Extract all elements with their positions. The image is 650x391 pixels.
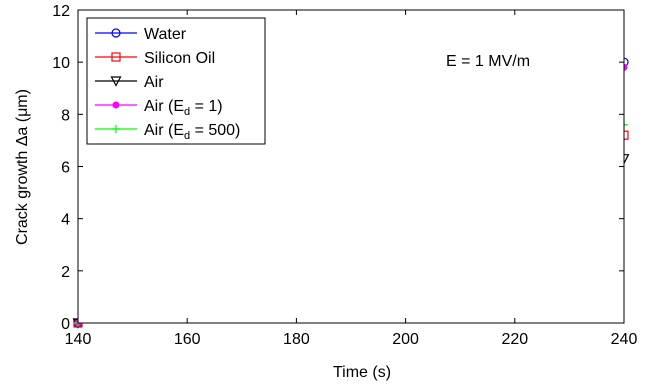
y-tick-label: 4 bbox=[61, 212, 70, 229]
legend-item: Silicon Oil bbox=[95, 50, 215, 67]
y-tick-label: 12 bbox=[52, 3, 70, 20]
legend-label: Silicon Oil bbox=[144, 50, 215, 67]
y-axis-label: Crack growth Δa (μm) bbox=[14, 89, 31, 245]
data-point bbox=[111, 52, 121, 62]
x-tick-label: 240 bbox=[611, 331, 638, 348]
legend-item: Air (Ed = 1) bbox=[95, 98, 223, 118]
data-point bbox=[110, 76, 122, 87]
data-point bbox=[111, 28, 121, 38]
legend-item: Air (Ed = 500) bbox=[95, 122, 240, 142]
legend-label: Air (Ed = 1) bbox=[144, 98, 223, 118]
x-tick-label: 220 bbox=[501, 331, 528, 348]
y-tick-label: 0 bbox=[61, 316, 70, 333]
data-point bbox=[112, 125, 120, 133]
legend-label: Water bbox=[144, 26, 187, 43]
x-tick-label: 160 bbox=[174, 331, 201, 348]
legend-label: Air bbox=[144, 74, 164, 91]
legend-item: Water bbox=[95, 26, 187, 43]
y-tick-label: 6 bbox=[61, 160, 70, 177]
x-tick-label: 140 bbox=[65, 331, 92, 348]
y-tick-label: 2 bbox=[61, 264, 70, 281]
x-tick-label: 180 bbox=[283, 331, 310, 348]
x-axis-label: Time (s) bbox=[333, 364, 391, 381]
legend: Water Silicon Oil Air Air (Ed = 1) Air (Ed =… bbox=[86, 17, 266, 145]
x-tick-label: 200 bbox=[392, 331, 419, 348]
data-point bbox=[112, 101, 120, 109]
field-annotation: E = 1 MV/m bbox=[446, 53, 530, 70]
y-tick-label: 8 bbox=[61, 107, 70, 124]
legend-item: Air bbox=[95, 74, 164, 91]
y-tick-label: 10 bbox=[52, 55, 70, 72]
legend-label: Air (Ed = 500) bbox=[144, 122, 240, 142]
